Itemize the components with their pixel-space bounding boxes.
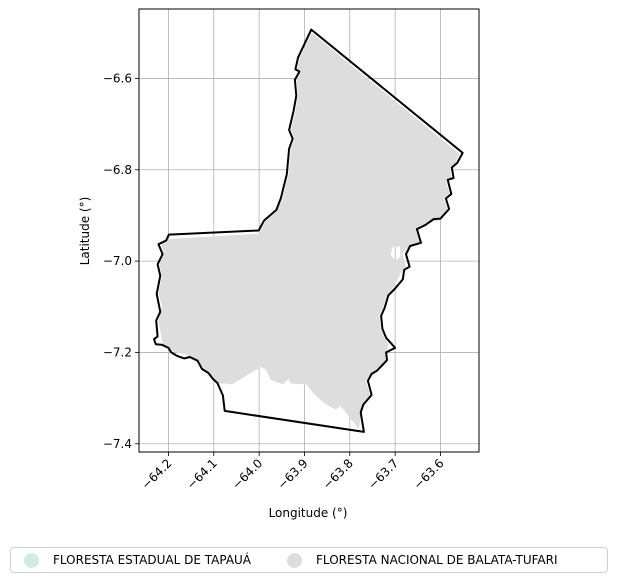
legend-swatch-balata-tufari (287, 552, 303, 568)
outline-series-0 (153, 28, 464, 433)
y-tick-label: −7.2 (103, 345, 132, 359)
legend-label-tapaua: FLORESTA ESTADUAL DE TAPAUÁ (53, 553, 252, 567)
axes-frame (138, 8, 480, 453)
x-axis: −64.2 −64.1 −64.0 −63.9 −63.8 −63.7 −63.6 (139, 452, 447, 492)
y-axis-label: Latitude (°) (78, 197, 92, 266)
legend-label-balata-tufari: FLORESTA NACIONAL DE BALATA-TUFARI (316, 553, 558, 567)
y-tick-label: −7.4 (103, 437, 132, 451)
x-tick-label: −63.9 (275, 456, 311, 492)
legend: FLORESTA ESTADUAL DE TAPAUÁ FLORESTA NAC… (10, 547, 608, 573)
y-tick-label: −7.0 (103, 254, 132, 268)
map-figure: −64.2 −64.1 −64.0 −63.9 −63.8 −63.7 −63.6 −6.6… (78, 8, 480, 520)
x-tick-label: −64.1 (184, 456, 220, 492)
map-polygons (158, 32, 460, 430)
outline-layer (153, 28, 464, 433)
x-tick-label: −63.8 (320, 456, 356, 492)
x-tick-label: −63.7 (365, 456, 401, 492)
x-axis-label: Longitude (°) (269, 506, 348, 520)
y-axis: −6.6 −6.8 −7.0 −7.2 −7.4 (103, 71, 139, 451)
x-tick-label: −64.0 (229, 456, 265, 492)
x-tick-label: −63.6 (411, 456, 447, 492)
y-tick-label: −6.8 (103, 163, 132, 177)
legend-item-tapaua: FLORESTA ESTADUAL DE TAPAUÁ (24, 552, 252, 568)
legend-item-balata-tufari: FLORESTA NACIONAL DE BALATA-TUFARI (287, 552, 558, 568)
y-tick-label: −6.6 (103, 71, 132, 85)
legend-swatch-tapaua (24, 552, 39, 568)
polygon-series-1 (158, 32, 460, 430)
x-tick-label: −64.2 (139, 456, 175, 492)
